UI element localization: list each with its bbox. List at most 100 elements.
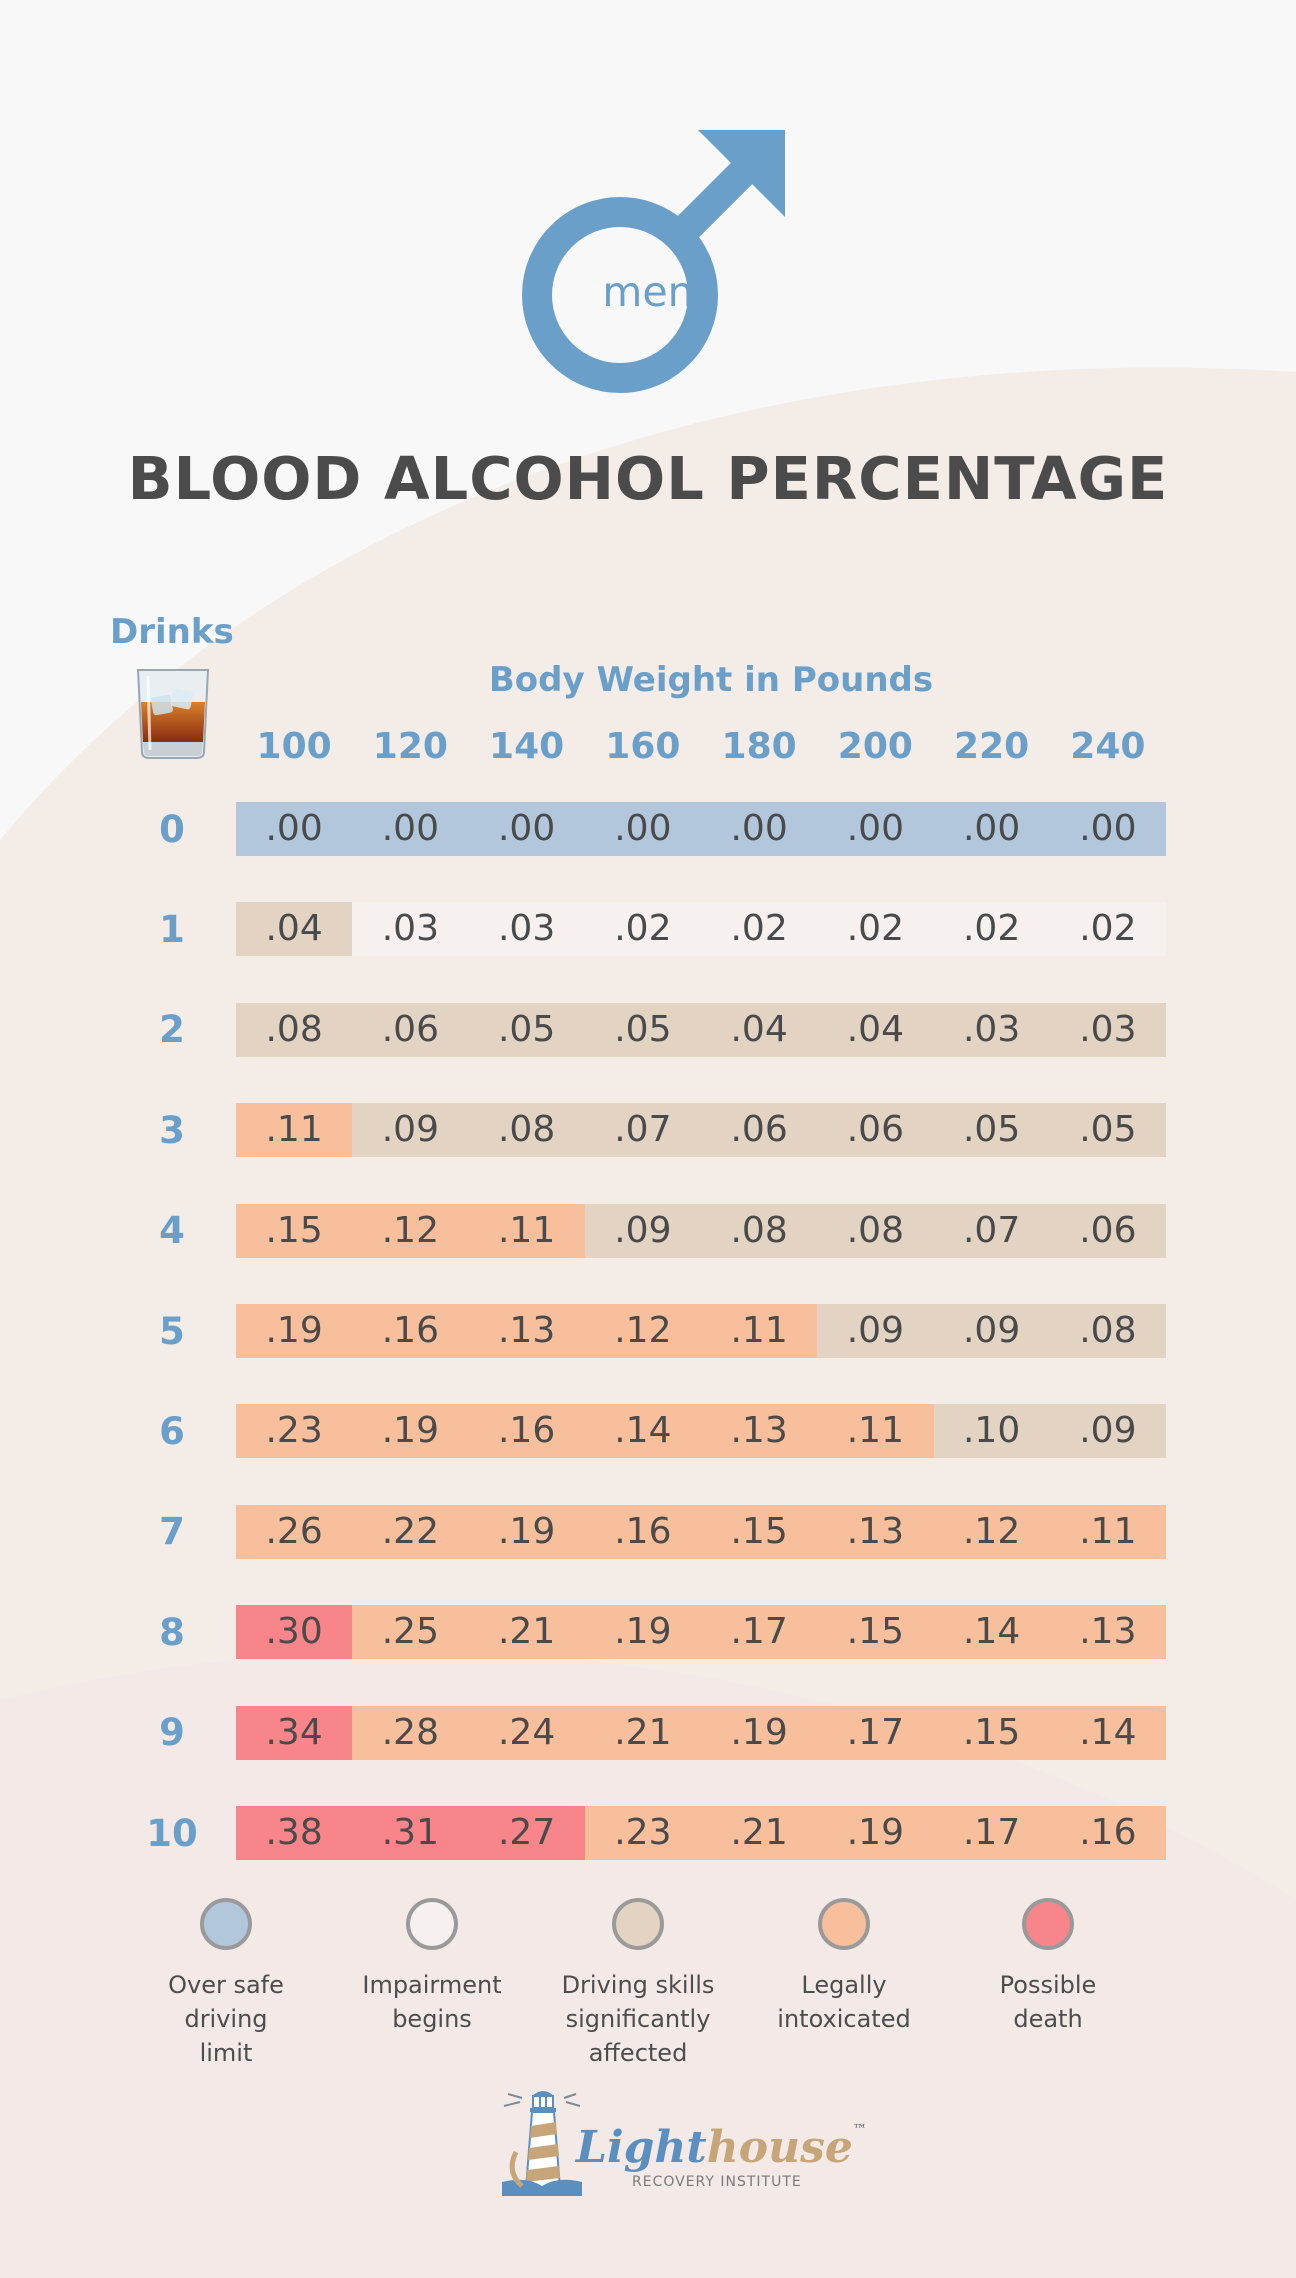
bac-cells: .19.16.13.12.11.09.09.08 bbox=[236, 1304, 1186, 1358]
bac-cell: .16 bbox=[584, 1504, 701, 1559]
bac-cell: .24 bbox=[468, 1705, 585, 1760]
bac-cell: .21 bbox=[584, 1705, 701, 1760]
bac-cell: .08 bbox=[701, 1203, 818, 1258]
table-row: 10 .38.31.27.23.21.19.17.16 bbox=[130, 1806, 1186, 1860]
weight-header-cell: 140 bbox=[489, 726, 565, 767]
lighthouse-logo-icon bbox=[502, 2091, 582, 2196]
bac-cell: .19 bbox=[352, 1404, 469, 1459]
bac-cell: .10 bbox=[933, 1404, 1050, 1459]
color-legend: Over safe driving limit Impairment begins… bbox=[130, 1898, 1180, 2068]
bac-cell: .38 bbox=[236, 1806, 353, 1860]
bac-cell: .19 bbox=[584, 1605, 701, 1660]
bac-cell: .07 bbox=[584, 1103, 701, 1158]
bac-cells: .26.22.19.16.15.13.12.11 bbox=[236, 1504, 1186, 1559]
bac-cell: .03 bbox=[1049, 1002, 1166, 1057]
bac-cell: .06 bbox=[701, 1103, 818, 1158]
bac-cell: .08 bbox=[236, 1002, 353, 1057]
bac-cell: .00 bbox=[352, 802, 469, 856]
bac-cell: .17 bbox=[933, 1806, 1050, 1860]
bac-cell: .09 bbox=[352, 1103, 469, 1158]
bac-cell: .00 bbox=[933, 802, 1050, 856]
bac-cell: .17 bbox=[701, 1605, 818, 1660]
brand-name-part2: house bbox=[706, 2122, 853, 2173]
bac-cell: .14 bbox=[933, 1605, 1050, 1660]
weight-header-cell: 100 bbox=[256, 726, 332, 767]
table-row: 3.11.09.08.07.06.06.05.05 bbox=[130, 1103, 1186, 1158]
legend-item: Possible death bbox=[963, 1898, 1133, 2036]
bac-cells: .00.00.00.00.00.00.00.00 bbox=[236, 802, 1186, 856]
bac-cell: .34 bbox=[236, 1705, 353, 1760]
bac-cell: .17 bbox=[817, 1705, 934, 1760]
bac-cell: .07 bbox=[933, 1203, 1050, 1258]
weight-header-cell: 220 bbox=[954, 726, 1030, 767]
bac-cells: .34.28.24.21.19.17.15.14 bbox=[236, 1705, 1186, 1760]
bac-cell: .28 bbox=[352, 1705, 469, 1760]
bac-cell: .06 bbox=[1049, 1203, 1166, 1258]
drink-count: 9 bbox=[159, 1711, 185, 1755]
table-row: 5.19.16.13.12.11.09.09.08 bbox=[130, 1304, 1186, 1358]
legend-swatch bbox=[1022, 1898, 1074, 1950]
drinks-axis-label: Drinks bbox=[110, 612, 234, 652]
bac-cells: .15.12.11.09.08.08.07.06 bbox=[236, 1203, 1186, 1258]
bac-cell: .00 bbox=[1049, 802, 1166, 856]
legend-label: Over safe driving limit bbox=[168, 1971, 284, 2067]
legend-item: Over safe driving limit bbox=[141, 1898, 311, 2070]
legend-swatch bbox=[200, 1898, 252, 1950]
bac-cell: .19 bbox=[468, 1504, 585, 1559]
bac-cell: .19 bbox=[701, 1705, 818, 1760]
table-row: 2.08.06.05.05.04.04.03.03 bbox=[130, 1002, 1186, 1057]
brand-name-part1: Light bbox=[576, 2122, 707, 2173]
bac-cell: .00 bbox=[817, 802, 934, 856]
brand-logo: Lighthouse™ RECOVERY INSTITUTE bbox=[496, 2082, 867, 2206]
bac-cell: .00 bbox=[468, 802, 585, 856]
weight-header-row: 100 120 140 160 180 200 220 240 bbox=[236, 726, 1186, 770]
page-title: BLOOD ALCOHOL PERCENTAGE bbox=[127, 444, 1169, 513]
drink-count: 0 bbox=[159, 807, 185, 851]
legend-swatch bbox=[406, 1898, 458, 1950]
bac-cell: .30 bbox=[236, 1605, 353, 1660]
bac-cell: .04 bbox=[817, 1002, 934, 1057]
table-row: 6 .23.19.16.14.13.11.10.09 bbox=[130, 1404, 1186, 1459]
table-row: 1.04.03.03.02.02.02.02.02 bbox=[130, 902, 1186, 957]
bac-cell: .03 bbox=[352, 902, 469, 957]
bac-cell: .04 bbox=[701, 1002, 818, 1057]
bac-cell: .12 bbox=[352, 1203, 469, 1258]
bac-cell: .12 bbox=[933, 1504, 1050, 1559]
bac-cell: .02 bbox=[701, 902, 818, 957]
table-row: 9 .34.28.24.21.19.17.15.14 bbox=[130, 1705, 1186, 1760]
bac-cells: .23.19.16.14.13.11.10.09 bbox=[236, 1404, 1186, 1459]
bac-cell: .02 bbox=[933, 902, 1050, 957]
bac-cell: .02 bbox=[1049, 902, 1166, 957]
bac-cell: .06 bbox=[817, 1103, 934, 1158]
bac-cell: .25 bbox=[352, 1605, 469, 1660]
bac-cell: .05 bbox=[1049, 1103, 1166, 1158]
drink-count: 6 bbox=[159, 1409, 185, 1453]
table-row: 8 .30.25.21.19.17.15.14.13 bbox=[130, 1605, 1186, 1660]
bac-cell: .12 bbox=[584, 1304, 701, 1358]
bac-cell: .11 bbox=[236, 1103, 353, 1158]
bac-cell: .05 bbox=[933, 1103, 1050, 1158]
bac-cells: .04.03.03.02.02.02.02.02 bbox=[236, 902, 1186, 957]
drink-count: 1 bbox=[159, 907, 185, 951]
bac-cell: .14 bbox=[1049, 1705, 1166, 1760]
bac-cell: .16 bbox=[352, 1304, 469, 1358]
drink-count: 4 bbox=[159, 1209, 185, 1253]
bac-cell: .09 bbox=[933, 1304, 1050, 1358]
legend-label: Driving skills significantly affected bbox=[561, 1971, 715, 2067]
bac-cell: .04 bbox=[236, 902, 353, 957]
bac-cell: .00 bbox=[236, 802, 353, 856]
whiskey-glass-icon bbox=[136, 669, 210, 759]
bac-cell: .15 bbox=[236, 1203, 353, 1258]
legend-label: Impairment begins bbox=[362, 1971, 502, 2033]
table-row: 7 .26.22.19.16.15.13.12.11 bbox=[130, 1504, 1186, 1559]
bac-cell: .05 bbox=[468, 1002, 585, 1057]
bac-cell: .00 bbox=[584, 802, 701, 856]
legend-item: Impairment begins bbox=[347, 1898, 517, 2036]
bac-cell: .13 bbox=[817, 1504, 934, 1559]
drink-count: 8 bbox=[159, 1610, 185, 1654]
bac-cell: .11 bbox=[468, 1203, 585, 1258]
legend-label: Possible death bbox=[999, 1971, 1097, 2033]
brand-trademark: ™ bbox=[852, 2122, 867, 2138]
bac-cell: .11 bbox=[1049, 1504, 1166, 1559]
bac-cell: .08 bbox=[1049, 1304, 1166, 1358]
